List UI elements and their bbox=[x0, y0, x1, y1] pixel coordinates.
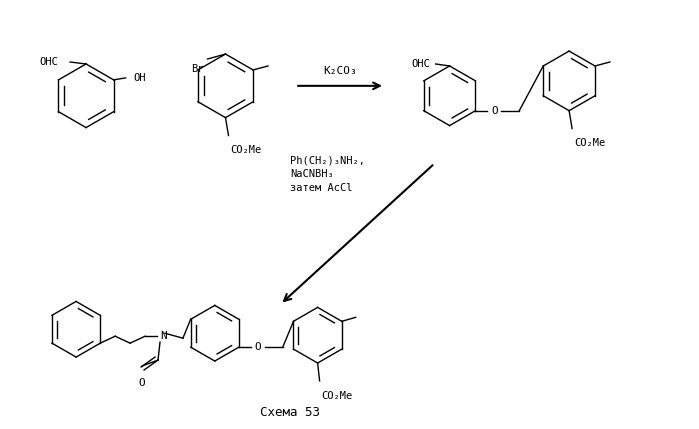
Text: O: O bbox=[255, 342, 261, 352]
Text: CO₂Me: CO₂Me bbox=[322, 391, 353, 401]
Text: Схема 53: Схема 53 bbox=[260, 406, 320, 419]
Text: K₂CO₃: K₂CO₃ bbox=[323, 66, 357, 76]
Text: N: N bbox=[160, 331, 167, 341]
Text: OHC: OHC bbox=[39, 57, 58, 67]
Text: O: O bbox=[491, 106, 498, 116]
Text: CO₂Me: CO₂Me bbox=[231, 145, 261, 155]
Text: Br: Br bbox=[191, 64, 203, 74]
Text: O: O bbox=[138, 378, 145, 388]
Text: Ph(CH₂)₃NH₂,
NaCNBH₃
затем AcCl: Ph(CH₂)₃NH₂, NaCNBH₃ затем AcCl bbox=[290, 155, 366, 193]
Text: OHC: OHC bbox=[411, 59, 430, 69]
Text: OH: OH bbox=[134, 73, 146, 83]
Text: CO₂Me: CO₂Me bbox=[574, 139, 605, 148]
